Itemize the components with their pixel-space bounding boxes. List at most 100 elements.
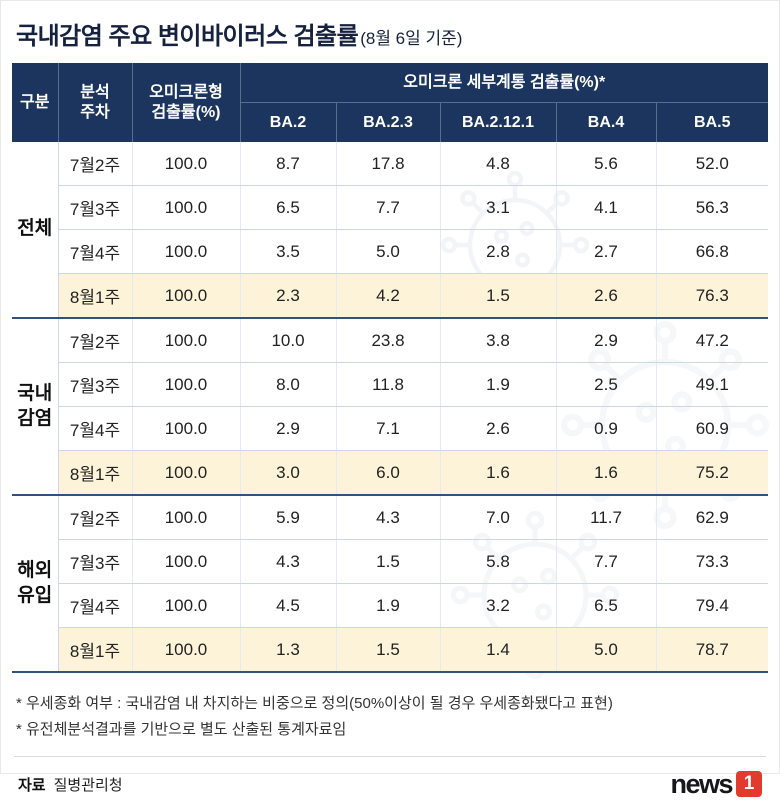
title-row: 국내감염 주요 변이바이러스 검출률 (8월 6일 기준) xyxy=(16,16,768,51)
value-cell: 62.9 xyxy=(655,494,769,540)
header-cell-ba23: BA.2.3 xyxy=(335,102,440,142)
value-cell: 6.0 xyxy=(335,450,440,496)
news1-logo: news 1 xyxy=(670,769,762,800)
week-cell: 7월3주 xyxy=(57,362,132,407)
value-cell: 2.6 xyxy=(439,406,556,451)
value-cell: 4.2 xyxy=(335,273,440,319)
value-cell: 4.8 xyxy=(439,142,556,186)
value-cell: 5.6 xyxy=(555,142,656,186)
value-cell: 7.7 xyxy=(555,539,656,584)
table-row: 7월3주 100.0 6.5 7.7 3.1 4.1 56.3 xyxy=(12,185,769,230)
value-cell: 4.5 xyxy=(239,583,336,628)
value-cell: 1.6 xyxy=(439,450,556,496)
value-cell: 1.4 xyxy=(439,627,556,673)
value-cell: 1.9 xyxy=(439,362,556,407)
week-cell: 7월2주 xyxy=(57,142,132,186)
header-cell-category: 구분 xyxy=(12,63,58,142)
value-cell: 73.3 xyxy=(655,539,769,584)
value-cell: 100.0 xyxy=(131,494,240,540)
value-cell: 100.0 xyxy=(131,583,240,628)
value-cell: 1.5 xyxy=(335,627,440,673)
value-cell: 1.6 xyxy=(555,450,656,496)
footnote-line: * 유전체분석결과를 기반으로 별도 산출된 통계자료임 xyxy=(16,721,347,739)
source-value: 질병관리청 xyxy=(53,776,123,794)
value-cell: 3.2 xyxy=(439,583,556,628)
value-cell: 2.9 xyxy=(555,317,656,363)
footnotes: * 우세종화 여부 : 국내감염 내 차지하는 비중으로 정의(50%이상이 될… xyxy=(16,691,764,744)
value-cell: 1.5 xyxy=(335,539,440,584)
header-cell-ba4: BA.4 xyxy=(555,102,656,142)
table-row-highlighted: 8월1주 100.0 3.0 6.0 1.6 1.6 75.2 xyxy=(12,450,769,496)
value-cell: 6.5 xyxy=(239,185,336,230)
value-cell: 4.3 xyxy=(239,539,336,584)
value-cell: 4.1 xyxy=(555,185,656,230)
value-cell: 6.5 xyxy=(555,583,656,628)
value-cell: 100.0 xyxy=(131,539,240,584)
week-cell: 8월1주 xyxy=(57,450,132,496)
value-cell: 2.6 xyxy=(555,273,656,319)
value-cell: 10.0 xyxy=(239,317,336,363)
header-cell-omicron-rate: 오미크론형 검출률(%) xyxy=(131,63,240,142)
value-cell: 3.0 xyxy=(239,450,336,496)
value-cell: 60.9 xyxy=(655,406,769,451)
value-cell: 66.8 xyxy=(655,229,769,274)
header-cell-ba5: BA.5 xyxy=(655,102,769,142)
value-cell: 5.0 xyxy=(555,627,656,673)
value-cell: 2.7 xyxy=(555,229,656,274)
header-cell-sublineage-span: 오미크론 세부계통 검출률(%)* xyxy=(239,63,769,103)
week-cell: 8월1주 xyxy=(57,273,132,319)
value-cell: 79.4 xyxy=(655,583,769,628)
value-cell: 49.1 xyxy=(655,362,769,407)
value-cell: 100.0 xyxy=(131,273,240,319)
value-cell: 7.0 xyxy=(439,494,556,540)
table-row: 7월3주 100.0 4.3 1.5 5.8 7.7 73.3 xyxy=(12,539,769,584)
value-cell: 2.8 xyxy=(439,229,556,274)
value-cell: 0.9 xyxy=(555,406,656,451)
table-row: 전체 7월2주 100.0 8.7 17.8 4.8 5.6 52.0 xyxy=(12,142,769,319)
table-row: 국내 감염 7월2주 100.0 10.0 23.8 3.8 2.9 47.2 xyxy=(12,317,769,496)
table-row: 7월4주 100.0 2.9 7.1 2.6 0.9 60.9 xyxy=(12,406,769,451)
header-cell-ba2121: BA.2.12.1 xyxy=(439,102,556,142)
value-cell: 76.3 xyxy=(655,273,769,319)
value-cell: 17.8 xyxy=(335,142,440,186)
title-date: (8월 6일 기준) xyxy=(360,29,463,48)
group-label-cell: 전체 xyxy=(12,142,59,319)
value-cell: 11.7 xyxy=(555,494,656,540)
value-cell: 100.0 xyxy=(131,450,240,496)
value-cell: 100.0 xyxy=(131,229,240,274)
value-cell: 3.1 xyxy=(439,185,556,230)
value-cell: 2.9 xyxy=(239,406,336,451)
value-cell: 2.3 xyxy=(239,273,336,319)
value-cell: 1.3 xyxy=(239,627,336,673)
header-row-2: BA.2 BA.2.3 BA.2.12.1 BA.4 BA.5 xyxy=(12,102,769,142)
value-cell: 1.5 xyxy=(439,273,556,319)
header-cell-ba2: BA.2 xyxy=(239,102,336,142)
table-body: 전체 7월2주 100.0 8.7 17.8 4.8 5.6 52.0 7월3주… xyxy=(12,142,769,673)
table-row: 7월4주 100.0 4.5 1.9 3.2 6.5 79.4 xyxy=(12,583,769,628)
value-cell: 100.0 xyxy=(131,627,240,673)
value-cell: 5.8 xyxy=(439,539,556,584)
week-cell: 7월2주 xyxy=(57,317,132,363)
value-cell: 52.0 xyxy=(655,142,769,186)
week-cell: 7월3주 xyxy=(57,539,132,584)
value-cell: 2.5 xyxy=(555,362,656,407)
table-row-highlighted: 8월1주 100.0 1.3 1.5 1.4 5.0 78.7 xyxy=(12,627,769,673)
value-cell: 5.9 xyxy=(239,494,336,540)
value-cell: 8.0 xyxy=(239,362,336,407)
value-cell: 100.0 xyxy=(131,185,240,230)
value-cell: 100.0 xyxy=(131,317,240,363)
value-cell: 4.3 xyxy=(335,494,440,540)
table-header: 구분 분석 주차 오미크론형 검출률(%) 오미크론 세부계통 검출률(%)* … xyxy=(12,63,769,142)
value-cell: 47.2 xyxy=(655,317,769,363)
logo-text: news xyxy=(670,768,733,799)
value-cell: 8.7 xyxy=(239,142,336,186)
table-row: 해외 유입 7월2주 100.0 5.9 4.3 7.0 11.7 62.9 xyxy=(12,494,769,673)
week-cell: 7월4주 xyxy=(57,583,132,628)
logo-badge: 1 xyxy=(736,771,762,797)
value-cell: 5.0 xyxy=(335,229,440,274)
week-cell: 7월2주 xyxy=(57,494,132,540)
value-cell: 100.0 xyxy=(131,362,240,407)
value-cell: 7.7 xyxy=(335,185,440,230)
value-cell: 11.8 xyxy=(335,362,440,407)
